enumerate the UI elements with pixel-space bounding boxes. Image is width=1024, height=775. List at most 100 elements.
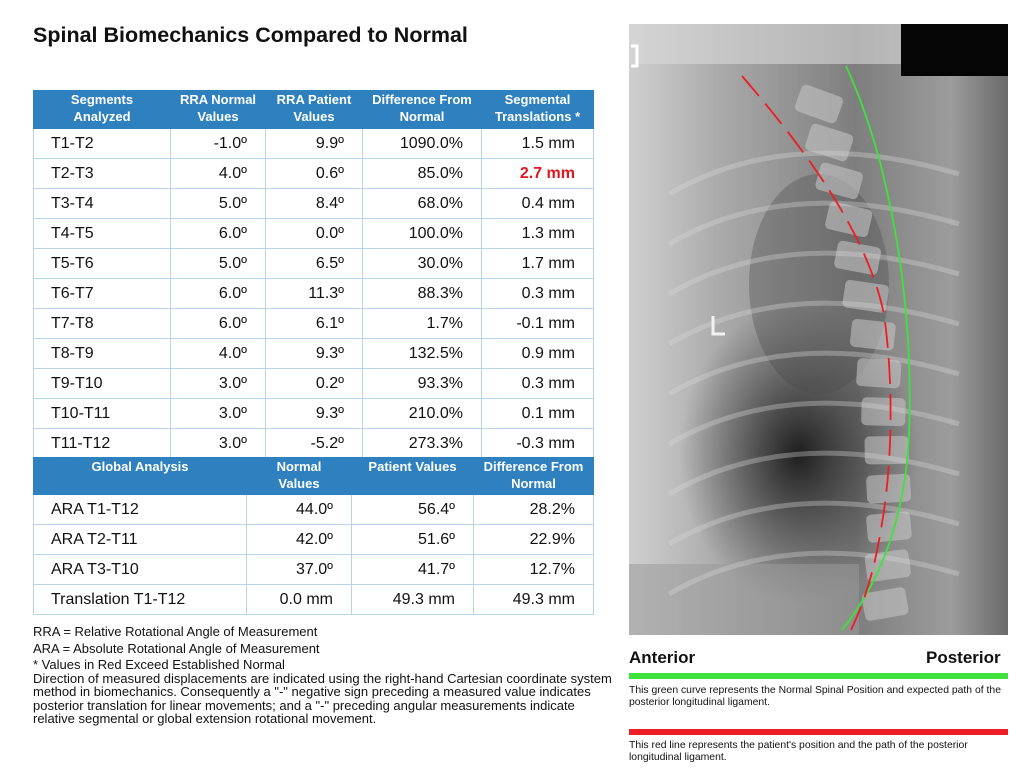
rib-shape — [667, 350, 960, 397]
direction-note: Direction of measured displacements are … — [33, 670, 612, 727]
header-line: Segments — [70, 92, 134, 107]
segment-cell: T2-T3 — [33, 158, 171, 189]
normal-value-cell: 0.0 mm — [246, 584, 352, 615]
difference-cell: 88.3% — [362, 278, 482, 309]
rra-patient-cell: 9.9º — [265, 128, 363, 159]
diaphragm-region — [629, 564, 859, 635]
rib-shape — [667, 200, 960, 247]
rra-patient-cell: 11.3º — [265, 278, 363, 309]
translation-cell: 0.3 mm — [481, 368, 594, 399]
difference-cell: 28.2% — [473, 494, 594, 525]
rra-normal-cell: -1.0º — [170, 128, 266, 159]
header-line: Analyzed — [73, 109, 131, 124]
table-row: T11-T12 3.0º -5.2º 273.3% -0.3 mm — [33, 428, 594, 459]
rra-normal-cell: 3.0º — [170, 398, 266, 429]
col-header-translations: Segmental Translations * — [481, 90, 594, 129]
patient-line-red — [741, 75, 892, 631]
difference-cell: 93.3% — [362, 368, 482, 399]
rra-patient-cell: -5.2º — [265, 428, 363, 459]
vertebra-shape — [864, 435, 909, 465]
header-line: RRA Patient — [276, 92, 352, 107]
col-header-rra-patient: RRA Patient Values — [265, 90, 363, 129]
vertebra-shape — [861, 587, 909, 621]
segment-cell: T10-T11 — [33, 398, 171, 429]
lateral-thoracic-xray — [629, 24, 1008, 635]
vertebra-shape — [794, 84, 844, 124]
measure-cell: ARA T2-T11 — [33, 524, 247, 555]
difference-cell: 85.0% — [362, 158, 482, 189]
vertebra-shape — [866, 511, 912, 543]
difference-cell: 49.3 mm — [473, 584, 594, 615]
normal-curve-green — [841, 65, 911, 631]
translation-cell: 1.3 mm — [481, 218, 594, 249]
header-line: Normal — [276, 459, 322, 474]
red-line-caption: This red line represents the patient's p… — [629, 740, 968, 763]
vertebra-shape — [825, 201, 873, 237]
col-header-rra-normal: RRA Normal Values — [170, 90, 266, 129]
table-row: T10-T11 3.0º 9.3º 210.0% 0.1 mm — [33, 398, 594, 429]
table-row: T4-T5 6.0º 0.0º 100.0% 1.3 mm — [33, 218, 594, 249]
header-line: Normal — [399, 109, 445, 124]
page-title: Spinal Biomechanics Compared to Normal — [33, 23, 468, 47]
rra-normal-cell: 4.0º — [170, 338, 266, 369]
difference-cell: 132.5% — [362, 338, 482, 369]
col-header-normal-values: Normal Values — [246, 457, 352, 495]
red-legend-bar — [629, 729, 1008, 735]
vertebra-shape — [805, 123, 854, 162]
translation-cell: 0.3 mm — [481, 278, 594, 309]
rra-patient-cell: 9.3º — [265, 398, 363, 429]
col-header-segments: Segments Analyzed — [33, 90, 171, 129]
rib-shape — [667, 550, 960, 597]
rra-normal-cell: 6.0º — [170, 278, 266, 309]
ara-note: ARA = Absolute Rotational Angle of Measu… — [33, 641, 320, 656]
measure-cell: ARA T3-T10 — [33, 554, 247, 585]
difference-cell: 210.0% — [362, 398, 482, 429]
translation-cell: 0.4 mm — [481, 188, 594, 219]
difference-cell: 22.9% — [473, 524, 594, 555]
rib-shape — [667, 450, 960, 497]
table-row: T9-T10 3.0º 0.2º 93.3% 0.3 mm — [33, 368, 594, 399]
rib-shape — [667, 150, 960, 197]
vertebra-shape — [849, 318, 896, 351]
translation-cell: 0.1 mm — [481, 398, 594, 429]
anterior-label: Anterior — [629, 648, 696, 667]
header-line: Translations * — [494, 109, 581, 124]
rra-patient-cell: 8.4º — [265, 188, 363, 219]
translation-cell: 0.9 mm — [481, 338, 594, 369]
translation-cell: -0.3 mm — [481, 428, 594, 459]
green-legend-bar — [629, 673, 1008, 679]
normal-value-cell: 37.0º — [246, 554, 352, 585]
measure-cell: ARA T1-T12 — [33, 494, 247, 525]
header-line: Difference From — [483, 459, 584, 474]
rra-note: RRA = Relative Rotational Angle of Measu… — [33, 624, 318, 639]
difference-cell: 30.0% — [362, 248, 482, 279]
table-row: T7-T8 6.0º 6.1º 1.7% -0.1 mm — [33, 308, 594, 339]
segment-cell: T7-T8 — [33, 308, 171, 339]
header-line: Values — [278, 476, 320, 491]
vertebra-shape — [866, 473, 912, 504]
patient-value-cell: 51.6º — [351, 524, 474, 555]
segment-cell: T4-T5 — [33, 218, 171, 249]
patient-value-cell: 41.7º — [351, 554, 474, 585]
header-line: Patient Values — [368, 459, 457, 474]
notes: RRA = Relative Rotational Angle of Measu… — [33, 624, 618, 726]
translation-cell: 2.7 mm — [481, 158, 594, 189]
translation-cell: 1.5 mm — [481, 128, 594, 159]
patient-value-cell: 49.3 mm — [351, 584, 474, 615]
difference-cell: 68.0% — [362, 188, 482, 219]
rra-normal-cell: 3.0º — [170, 368, 266, 399]
global-analysis-table: Global Analysis Normal Values Patient Val… — [33, 457, 594, 615]
table-row: T6-T7 6.0º 11.3º 88.3% 0.3 mm — [33, 278, 594, 309]
difference-cell: 12.7% — [473, 554, 594, 585]
table-row: T8-T9 4.0º 9.3º 132.5% 0.9 mm — [33, 338, 594, 369]
rra-patient-cell: 0.2º — [265, 368, 363, 399]
measure-cell: Translation T1-T12 — [33, 584, 247, 615]
segment-cell: T8-T9 — [33, 338, 171, 369]
segment-cell: T6-T7 — [33, 278, 171, 309]
normal-value-cell: 44.0º — [246, 494, 352, 525]
segment-cell: T5-T6 — [33, 248, 171, 279]
table-row: ARA T1-T12 44.0º 56.4º 28.2% — [33, 494, 594, 525]
vertebra-shape — [861, 397, 906, 427]
difference-cell: 1.7% — [362, 308, 482, 339]
rra-normal-cell: 3.0º — [170, 428, 266, 459]
